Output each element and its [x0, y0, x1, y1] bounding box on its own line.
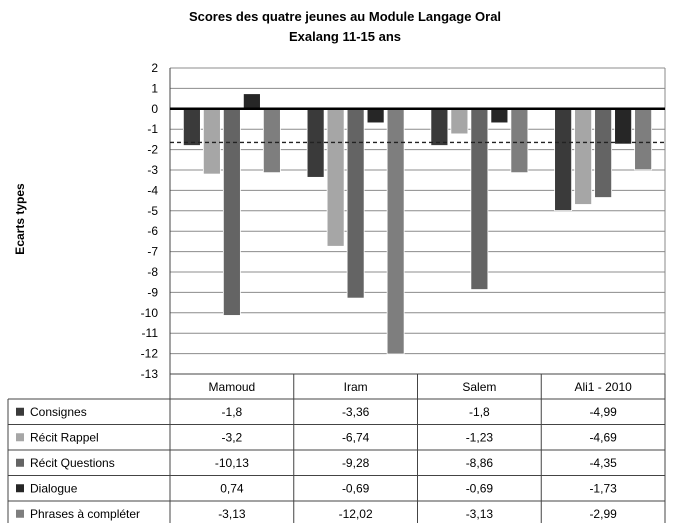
y-tick-label: -5: [147, 204, 158, 218]
bar: [594, 108, 613, 198]
y-tick-label: -2: [147, 143, 158, 157]
bar: [202, 108, 221, 175]
axes: 2 1 0 -1 -2 -3 -4 -5 -6 -7 -8 -9 -10 -11 -12 -13: [141, 61, 666, 381]
bar: [222, 108, 241, 316]
bar: [634, 108, 653, 171]
bar: [490, 108, 509, 124]
data-label: -4,69: [589, 430, 617, 444]
y-tick-label: -13: [141, 367, 159, 381]
data-label: -12,02: [339, 507, 373, 521]
y-tick-label: 2: [151, 61, 158, 75]
legend-swatch: [16, 433, 24, 442]
bar: [182, 108, 201, 146]
data-label: -9,28: [342, 456, 370, 470]
data-label: -0,69: [466, 481, 494, 495]
category-label: Mamoud: [209, 380, 256, 394]
category-label: Iram: [344, 380, 368, 394]
category-label: Salem: [462, 380, 496, 394]
category-label: Ali1 - 2010: [574, 380, 632, 394]
data-label: -4,99: [589, 405, 617, 419]
bar: [386, 108, 405, 355]
legend-swatch: [16, 407, 24, 416]
data-table: Mamoud Iram Salem Ali1 - 2010 Consignes -1,8 -…: [7, 373, 666, 523]
y-axis-label: Ecarts types: [13, 183, 27, 255]
bar: [326, 108, 345, 247]
bar: [554, 108, 573, 211]
y-tick-label: -4: [147, 183, 158, 197]
y-tick-label: -3: [147, 163, 158, 177]
y-tick-label: -11: [142, 326, 159, 340]
legend-label: Récit Rappel: [30, 430, 99, 444]
bars: [182, 93, 653, 355]
legend-label: Phrases à compléter: [30, 507, 140, 521]
bar: [366, 108, 385, 124]
legend-swatch: [16, 484, 24, 493]
y-tick-label: -10: [141, 306, 159, 320]
data-label: -6,74: [342, 430, 370, 444]
data-label: -3,2: [222, 430, 243, 444]
bar: [306, 108, 325, 178]
y-tick-label: -8: [147, 265, 158, 279]
bar: [510, 108, 529, 174]
data-label: -8,86: [466, 456, 494, 470]
legend-label: Consignes: [30, 405, 87, 419]
data-label: -1,8: [222, 405, 243, 419]
bar: [574, 108, 593, 205]
data-label: -1,23: [466, 430, 494, 444]
chart-subtitle: Exalang 11-15 ans: [289, 29, 401, 44]
data-label: 0,74: [220, 481, 244, 495]
bar: [450, 108, 469, 135]
data-label: -3,13: [218, 507, 246, 521]
bar: [346, 108, 365, 299]
bar: [242, 93, 261, 110]
y-tick-label: 0: [151, 102, 158, 116]
bar: [614, 108, 633, 145]
data-label: -10,13: [215, 456, 249, 470]
data-label: -1,8: [469, 405, 490, 419]
y-tick-label: -7: [147, 245, 158, 259]
legend-swatch: [16, 458, 24, 467]
data-label: -2,99: [589, 507, 617, 521]
data-label: -4,35: [589, 456, 617, 470]
y-tick-label: 1: [151, 81, 158, 95]
legend-swatch: [16, 509, 24, 518]
data-label: -3,36: [342, 405, 370, 419]
data-label: -1,73: [589, 481, 617, 495]
bar: [262, 108, 281, 174]
gridlines: [170, 67, 665, 375]
data-label: -0,69: [342, 481, 370, 495]
y-tick-label: -9: [147, 285, 158, 299]
bar: [430, 108, 449, 146]
y-tick-label: -6: [147, 224, 158, 238]
y-tick-label: -12: [141, 347, 159, 361]
data-label: -3,13: [466, 507, 494, 521]
legend-label: Récit Questions: [30, 456, 115, 470]
legend-label: Dialogue: [30, 481, 78, 495]
bar: [470, 108, 489, 290]
chart-title: Scores des quatre jeunes au Module Langa…: [189, 9, 501, 24]
y-tick-label: -1: [147, 122, 158, 136]
